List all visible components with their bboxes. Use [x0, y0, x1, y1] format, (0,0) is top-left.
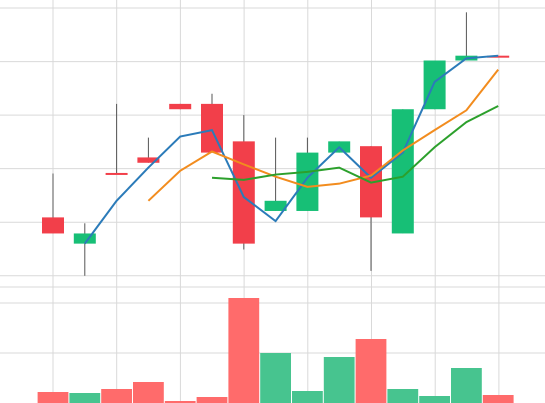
volume-bar [228, 298, 260, 403]
ma-line [83, 54, 499, 245]
volume-bar [260, 353, 291, 403]
volume-bar [164, 401, 196, 403]
volume-bar [69, 393, 101, 403]
candle-body [423, 60, 446, 110]
ma-line [211, 105, 499, 184]
candle-body [105, 172, 128, 175]
volume-bar [37, 392, 69, 403]
volume-bar [482, 395, 514, 403]
candle-body [169, 103, 192, 110]
volume-bar [292, 391, 323, 403]
volume-bar [451, 368, 482, 403]
volume-bar [101, 389, 132, 403]
volume-bar [133, 382, 164, 403]
volume-bar [196, 397, 228, 403]
ma-line [147, 68, 499, 202]
candle-body [73, 233, 96, 244]
candle-body [296, 152, 319, 211]
candle-body [137, 157, 160, 163]
candle-body [391, 109, 414, 234]
volume-bar [387, 389, 419, 403]
candle-body [264, 200, 287, 211]
volume-bar [419, 396, 450, 403]
volume-bar [355, 339, 387, 403]
candle-body [232, 141, 255, 244]
candle-body [42, 217, 64, 234]
volume-bar [323, 357, 355, 403]
